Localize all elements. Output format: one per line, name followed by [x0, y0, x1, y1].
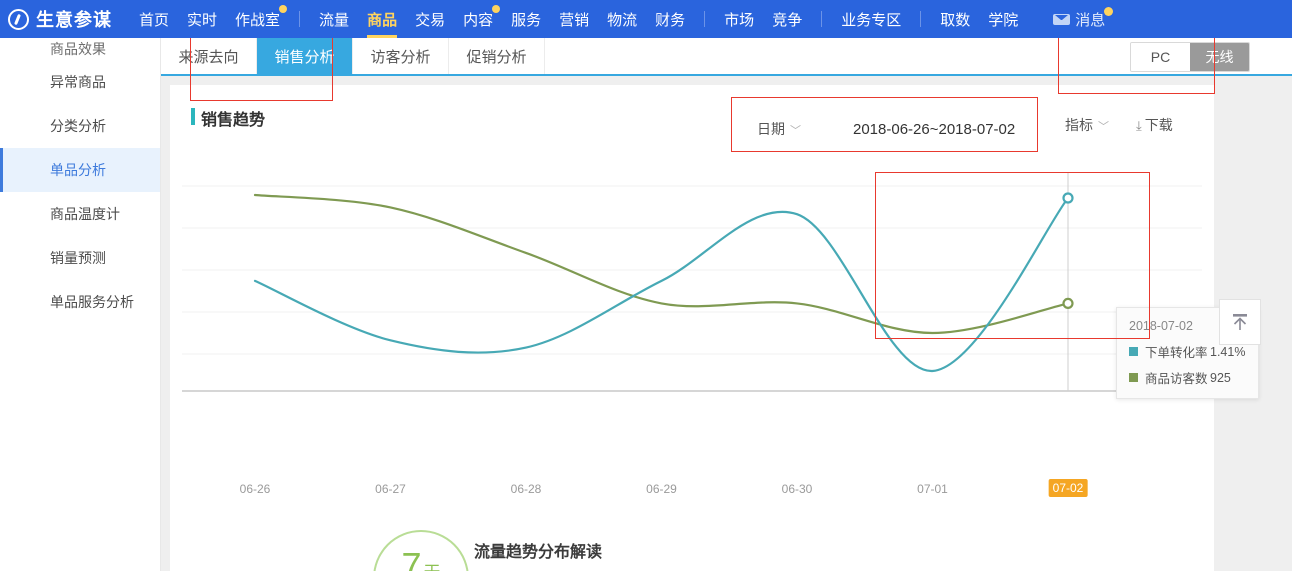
- message-badge-dot: [1104, 6, 1114, 16]
- tab-bar: 来源去向 销售分析 访客分析 促销分析: [161, 38, 1292, 76]
- sidebar-item-label: 单品服务分析: [50, 294, 134, 310]
- tooltip-series-value: 1.41%: [1210, 344, 1246, 359]
- nav-item-market[interactable]: 市场: [724, 11, 755, 29]
- nav-item-finance[interactable]: 财务: [655, 11, 686, 29]
- sidebar-item-label: 异常商品: [50, 74, 106, 90]
- device-option-pc[interactable]: PC: [1131, 43, 1190, 71]
- device-toggle: PC 无线: [1130, 42, 1250, 72]
- seven-day-ring: 7天 数据解读: [373, 530, 469, 571]
- nav-divider: [704, 11, 706, 27]
- scroll-to-top-button[interactable]: [1219, 299, 1261, 345]
- sidebar-item-single-product-service[interactable]: 单品服务分析: [0, 280, 160, 324]
- nav-item-logistics[interactable]: 物流: [607, 11, 638, 29]
- nav-item-academy[interactable]: 学院: [988, 11, 1019, 29]
- sidebar-item-product-thermometer[interactable]: 商品温度计: [0, 192, 160, 236]
- sidebar: 商品效果 异常商品 分类分析 单品分析 商品温度计 销量预测 单品服务分析: [0, 30, 161, 571]
- brand-name: 生意参谋: [36, 10, 112, 30]
- nav-item-content[interactable]: 内容: [454, 0, 502, 38]
- tooltip-row-order-conversion: 下单转化率 1.41%: [1129, 342, 1246, 361]
- nav-item-transaction[interactable]: 交易: [415, 11, 446, 29]
- x-axis-label: 06-30: [781, 482, 813, 496]
- x-axis-label: 07-01: [917, 482, 948, 496]
- nav-item-fetch-data[interactable]: 取数: [940, 11, 971, 29]
- panel-title: 销售趋势: [191, 106, 265, 130]
- nav-item-warroom[interactable]: 作战室: [226, 0, 289, 38]
- top-navigation-bar: 生意参谋 首页 实时 作战室 流量 商品 交易 内容 服务 营销 物流 财务 市…: [0, 0, 1292, 38]
- chart-point-product-visitors: [1062, 297, 1074, 310]
- nav-divider: [821, 11, 823, 27]
- chevron-down-icon: ﹀: [790, 125, 801, 137]
- arrow-up-to-line-icon: [1233, 314, 1247, 330]
- ring-number: 7天: [401, 545, 440, 571]
- download-button[interactable]: ⤓ 下载: [1136, 117, 1173, 133]
- tooltip-series-name: 商品访客数: [1145, 372, 1208, 386]
- nav-item-service[interactable]: 服务: [511, 11, 542, 29]
- tooltip-date: 2018-07-02: [1129, 319, 1193, 333]
- sales-trend-card: 销售趋势 日期 ﹀ 2018-06-26~2018-07-02 指标 ﹀ ⤓ 下载: [170, 85, 1259, 571]
- sidebar-item-label: 销量预测: [50, 250, 106, 266]
- tab-source-destination[interactable]: 来源去向: [161, 38, 257, 74]
- device-option-wireless[interactable]: 无线: [1190, 43, 1249, 71]
- date-dropdown[interactable]: 日期 ﹀: [757, 121, 801, 137]
- date-filter: 日期 ﹀ 2018-06-26~2018-07-02: [727, 101, 1031, 157]
- nav-item-traffic[interactable]: 流量: [319, 11, 350, 29]
- x-axis-label: 06-29: [646, 482, 677, 496]
- chart-line-product-visitors: [253, 193, 1070, 335]
- message-label: 消息: [1075, 11, 1106, 29]
- sidebar-item-label: 商品温度计: [50, 206, 120, 222]
- date-range-value: 2018-06-26~2018-07-02: [853, 120, 1016, 138]
- x-axis-label: 06-28: [510, 482, 542, 496]
- tooltip-swatch: [1129, 347, 1138, 356]
- chart-line-order-conversion: [253, 196, 1070, 373]
- nav-item-realtime[interactable]: 实时: [187, 11, 218, 29]
- sidebar-item-label: 分类分析: [50, 118, 106, 134]
- metric-dropdown[interactable]: 指标 ﹀: [1065, 117, 1109, 133]
- nav-badge-dot: [492, 5, 501, 13]
- tooltip-row-product-visitors: 商品访客数 925: [1129, 368, 1246, 387]
- app-logo[interactable]: 生意参谋: [0, 6, 112, 32]
- tooltip-swatch: [1129, 373, 1138, 382]
- envelope-icon: [1053, 13, 1071, 25]
- chart-svg: [182, 173, 1202, 392]
- sidebar-item-label: 单品分析: [50, 162, 106, 178]
- sidebar-item-category-analysis[interactable]: 分类分析: [0, 104, 160, 148]
- chart-gridlines: [182, 185, 1202, 355]
- nav-divider: [920, 11, 922, 27]
- tab-visitor-analysis[interactable]: 访客分析: [353, 38, 449, 74]
- nav-item-competition[interactable]: 竞争: [772, 11, 803, 29]
- sidebar-item-product-effect[interactable]: 商品效果: [0, 30, 160, 60]
- chevron-down-icon: ﹀: [1098, 121, 1109, 133]
- sales-trend-chart: [182, 173, 1202, 433]
- tab-promotion-analysis[interactable]: 促销分析: [449, 38, 545, 74]
- main-content: 来源去向 销售分析 访客分析 促销分析 PC 无线 销售趋势 日期 ﹀ 2018-…: [161, 30, 1292, 571]
- chart-point-order-conversion: [1062, 192, 1074, 204]
- interpretation-text: 流量趋势分布解读 近7天访客数最多的日期为： 2018-06-26（1273人）…: [474, 538, 1214, 571]
- compass-icon: [8, 8, 29, 30]
- nav-badge-dot: [279, 5, 288, 13]
- tooltip-series-value: 925: [1210, 370, 1231, 385]
- x-axis-label: 06-26: [239, 482, 271, 496]
- x-axis-label: 07-02: [1048, 479, 1088, 497]
- sidebar-item-sales-forecast[interactable]: 销量预测: [0, 236, 160, 280]
- download-icon: ⤓: [1136, 118, 1142, 133]
- message-center[interactable]: 消息: [1053, 6, 1114, 30]
- sidebar-item-single-product-analysis[interactable]: 单品分析: [0, 148, 160, 192]
- nav-item-product[interactable]: 商品: [358, 0, 406, 38]
- sidebar-item-label: 商品效果: [50, 41, 106, 57]
- tooltip-series-name: 下单转化率: [1145, 346, 1208, 360]
- interpretation-heading: 流量趋势分布解读: [474, 544, 603, 561]
- nav-item-business-zone[interactable]: 业务专区: [841, 11, 902, 29]
- x-axis-label: 06-27: [375, 482, 406, 496]
- nav-item-home[interactable]: 首页: [139, 11, 170, 29]
- tab-sales-analysis[interactable]: 销售分析: [257, 38, 353, 74]
- nav-divider: [299, 11, 301, 27]
- sidebar-item-abnormal-products[interactable]: 异常商品: [0, 60, 160, 104]
- interpretation-section: 7天 数据解读 流量趋势分布解读 近7天访客数最多的日期为： 2018-06-2…: [170, 510, 1214, 571]
- nav-item-marketing[interactable]: 营销: [559, 11, 590, 29]
